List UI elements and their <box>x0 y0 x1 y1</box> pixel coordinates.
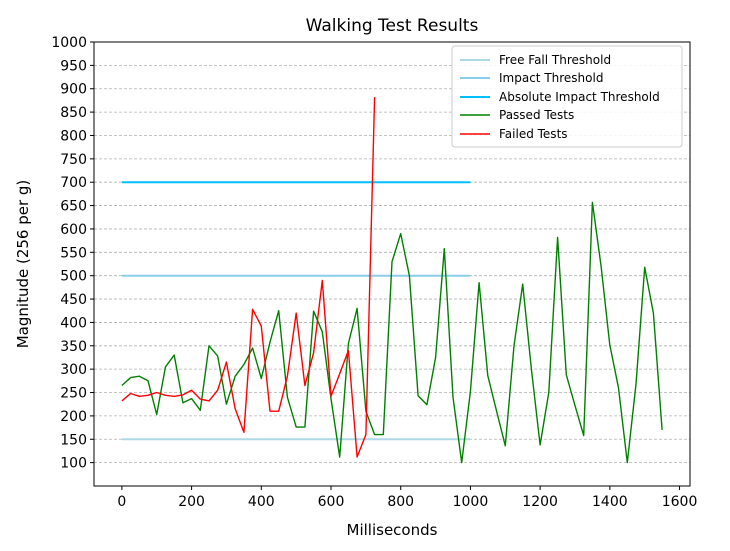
legend-label-free-fall: Free Fall Threshold <box>499 53 611 67</box>
y-tick-label: 950 <box>60 58 87 74</box>
y-tick-label: 100 <box>60 456 87 472</box>
x-tick-label: 1000 <box>453 494 489 510</box>
x-tick-label: 1200 <box>522 494 558 510</box>
series-passed-tests <box>121 201 663 464</box>
y-tick-label: 400 <box>60 315 87 331</box>
plot-area-frame <box>93 41 691 487</box>
y-axis-label: Magnitude (256 per g) <box>14 180 32 349</box>
legend-label-passed: Passed Tests <box>499 108 574 122</box>
series-failed-tests <box>121 97 376 458</box>
y-tick-label: 850 <box>60 105 87 121</box>
x-tick-label: 600 <box>318 494 345 510</box>
y-tick-label: 750 <box>60 152 87 168</box>
y-tick-label: 150 <box>60 432 87 448</box>
legend-label-impact: Impact Threshold <box>499 71 603 85</box>
y-tick-label: 300 <box>60 362 87 378</box>
legend: Free Fall Threshold Impact Threshold Abs… <box>451 45 683 148</box>
legend-label-failed: Failed Tests <box>499 127 568 141</box>
x-tick-label: 400 <box>248 494 275 510</box>
y-tick-label: 650 <box>60 199 87 215</box>
y-tick-label: 600 <box>60 222 87 238</box>
y-axis-ticks: 100 150 200 250 300 350 400 450 500 550 600 650 700 7… <box>51 35 94 472</box>
x-tick-label: 1600 <box>662 494 698 510</box>
x-tick-label: 1400 <box>592 494 628 510</box>
y-tick-label: 200 <box>60 409 87 425</box>
x-axis-ticks: 0 200 400 600 800 1000 1200 1400 1600 <box>117 486 697 510</box>
x-tick-label: 200 <box>178 494 205 510</box>
y-tick-label: 1000 <box>51 35 87 51</box>
y-tick-label: 500 <box>60 269 87 285</box>
y-tick-label: 550 <box>60 245 87 261</box>
x-axis-label: Milliseconds <box>347 521 438 539</box>
y-tick-label: 800 <box>60 128 87 144</box>
y-tick-label: 250 <box>60 386 87 402</box>
legend-label-absolute-impact: Absolute Impact Threshold <box>499 90 660 104</box>
x-tick-label: 0 <box>117 494 126 510</box>
plot-series <box>121 97 663 464</box>
x-tick-label: 800 <box>387 494 414 510</box>
y-tick-label: 900 <box>60 82 87 98</box>
chart-title: Walking Test Results <box>306 16 479 36</box>
y-tick-label: 350 <box>60 339 87 355</box>
y-tick-label: 450 <box>60 292 87 308</box>
legend-box <box>451 45 683 148</box>
y-tick-label: 700 <box>60 175 87 191</box>
